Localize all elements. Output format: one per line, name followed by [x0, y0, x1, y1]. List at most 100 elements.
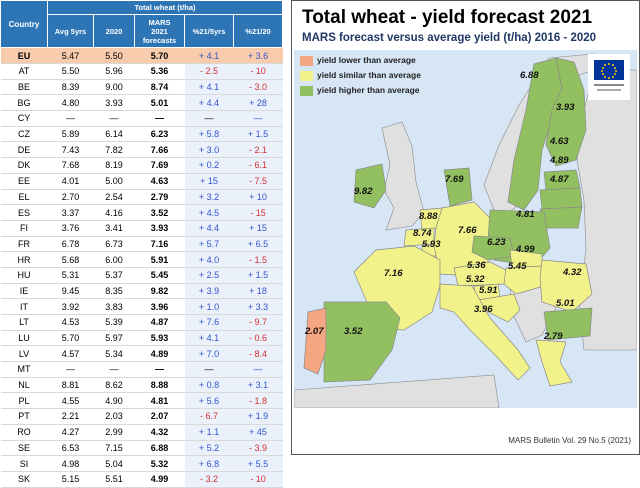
cell-forecast: 4.89: [134, 345, 185, 363]
cell-avg-5yrs: 4.55: [47, 392, 94, 410]
cell-pct-2020: - 3.0: [233, 79, 283, 96]
map-value-at: 5.36: [467, 260, 486, 271]
cell-forecast: 4.81: [134, 392, 185, 410]
legend-lower-label: yield lower than average: [317, 55, 416, 65]
table-row: SI 4.98 5.04 5.32 + 6.8 + 5.5: [0, 455, 283, 472]
cell-forecast: 5.36: [134, 63, 185, 80]
cell-pct-2020: + 1.5: [233, 126, 283, 143]
cell-avg-5yrs: 9.45: [47, 283, 94, 300]
table-row: BG 4.80 3.93 5.01 + 4.4 + 28: [0, 94, 283, 112]
cell-pct-2020: + 1.9: [233, 408, 283, 425]
cell-2020: 7.15: [93, 440, 135, 457]
cell-pct-5yrs: + 4.1: [184, 330, 234, 347]
map-value-pl: 4.81: [516, 209, 535, 220]
cell-pct-2020: - 8.4: [233, 345, 283, 363]
country-lv: [539, 187, 583, 210]
cell-avg-5yrs: 2.21: [47, 408, 94, 425]
cell-2020: 2.99: [93, 424, 135, 441]
cell-pct-5yrs: + 1.0: [184, 298, 234, 315]
cell-pct-5yrs: + 3.9: [184, 283, 234, 300]
cell-country: FI: [0, 220, 48, 237]
cell-pct-2020: - 0.6: [233, 330, 283, 347]
cell-avg-5yrs: 5.89: [47, 126, 94, 143]
yield-table: Country Total wheat (t/ha) Avg 5yrs 2020…: [0, 0, 284, 488]
cell-pct-5yrs: + 3.0: [184, 141, 234, 159]
cell-2020: 8.35: [93, 283, 135, 300]
cell-pct-2020: + 15: [233, 220, 283, 237]
map-footer: MARS Bulletin Vol. 29 No.5 (2021): [508, 436, 631, 445]
cell-pct-5yrs: + 5.8: [184, 126, 234, 143]
map-value-fr: 7.16: [384, 268, 403, 279]
cell-2020: 3.41: [93, 220, 135, 237]
cell-pct-2020: - 3.9: [233, 440, 283, 457]
cell-forecast: 4.99: [134, 471, 185, 488]
cell-pct-2020: + 3.3: [233, 298, 283, 315]
table-row: ES 3.37 4.16 3.52 + 4.5- 15: [0, 204, 283, 221]
header-avg-5yrs: Avg 5yrs: [47, 14, 94, 48]
cell-pct-2020: + 1.5: [233, 267, 283, 284]
cell-country: SK: [0, 471, 48, 488]
table-row: IT 3.92 3.83 3.96 + 1.0 + 3.3: [0, 298, 283, 315]
cell-2020: —: [93, 110, 135, 127]
cell-pct-2020: - 7.5: [233, 173, 283, 190]
cell-country: BG: [0, 94, 48, 112]
cell-country: IE: [0, 283, 48, 300]
cell-2020: 5.37: [93, 267, 135, 284]
cell-2020: 7.82: [93, 141, 135, 159]
map-value-nl: 8.88: [419, 211, 438, 222]
map-value-ie: 9.82: [354, 186, 373, 197]
table-row: DK 7.68 8.19 7.69 + 0.2- 6.1: [0, 157, 283, 174]
legend-lower-swatch: [300, 56, 313, 66]
table-row: MT — — — — —: [0, 361, 283, 378]
cell-pct-2020: - 15: [233, 204, 283, 221]
cell-pct-2020: + 3.6: [233, 47, 283, 64]
cell-forecast: —: [134, 361, 185, 378]
cell-country: DK: [0, 157, 48, 174]
cell-forecast: 3.93: [134, 220, 185, 237]
cell-forecast: 4.87: [134, 314, 185, 331]
header-forecast: MARS 2021 forecasts: [134, 14, 185, 48]
cell-pct-5yrs: + 6.8: [184, 455, 234, 472]
cell-country: RO: [0, 424, 48, 441]
map-value-si: 5.32: [466, 274, 485, 285]
map-value-hr: 5.91: [479, 285, 498, 296]
country-bg: [543, 307, 593, 341]
table-row: NL 8.81 8.62 8.88 + 0.8 + 3.1: [0, 377, 283, 394]
legend-higher-swatch: [300, 86, 313, 96]
cell-pct-2020: - 1.8: [233, 392, 283, 410]
cell-forecast: 7.16: [134, 236, 185, 253]
cell-country: EU: [0, 47, 48, 64]
cell-2020: 4.16: [93, 204, 135, 221]
table-row: EE 4.01 5.00 4.63 + 15- 7.5: [0, 173, 283, 190]
cell-forecast: 8.88: [134, 377, 185, 394]
country-es: [323, 301, 401, 383]
cell-country: MT: [0, 361, 48, 378]
table-row: DE 7.43 7.82 7.66 + 3.0- 2.1: [0, 141, 283, 159]
cell-country: CZ: [0, 126, 48, 143]
cell-forecast: 9.82: [134, 283, 185, 300]
table-row: RO 4.27 2.99 4.32 + 1.1 + 45: [0, 424, 283, 441]
cell-pct-5yrs: - 2.5: [184, 63, 234, 80]
legend-higher: yield higher than average: [300, 85, 465, 97]
table-row: SE 6.53 7.15 6.88 + 5.2- 3.9: [0, 440, 283, 457]
country-pt: [303, 307, 327, 375]
cell-country: FR: [0, 236, 48, 253]
cell-pct-5yrs: + 4.1: [184, 79, 234, 96]
cell-country: PL: [0, 392, 48, 410]
cell-forecast: 7.69: [134, 157, 185, 174]
cell-avg-5yrs: 4.01: [47, 173, 94, 190]
table-row: IE 9.45 8.35 9.82 + 3.9 + 18: [0, 283, 283, 300]
map-value-hu: 5.45: [508, 261, 527, 272]
cell-2020: 5.51: [93, 471, 135, 488]
cell-avg-5yrs: 7.43: [47, 141, 94, 159]
cell-2020: 5.50: [93, 47, 135, 64]
cell-2020: 9.00: [93, 79, 135, 96]
cell-country: LV: [0, 345, 48, 363]
cell-forecast: 7.66: [134, 141, 185, 159]
legend-higher-label: yield higher than average: [317, 85, 420, 95]
cell-pct-2020: - 10: [233, 471, 283, 488]
cell-avg-5yrs: 4.80: [47, 94, 94, 112]
cell-pct-5yrs: + 15: [184, 173, 234, 190]
cell-pct-5yrs: + 4.4: [184, 94, 234, 112]
cell-pct-5yrs: - 6.7: [184, 408, 234, 425]
